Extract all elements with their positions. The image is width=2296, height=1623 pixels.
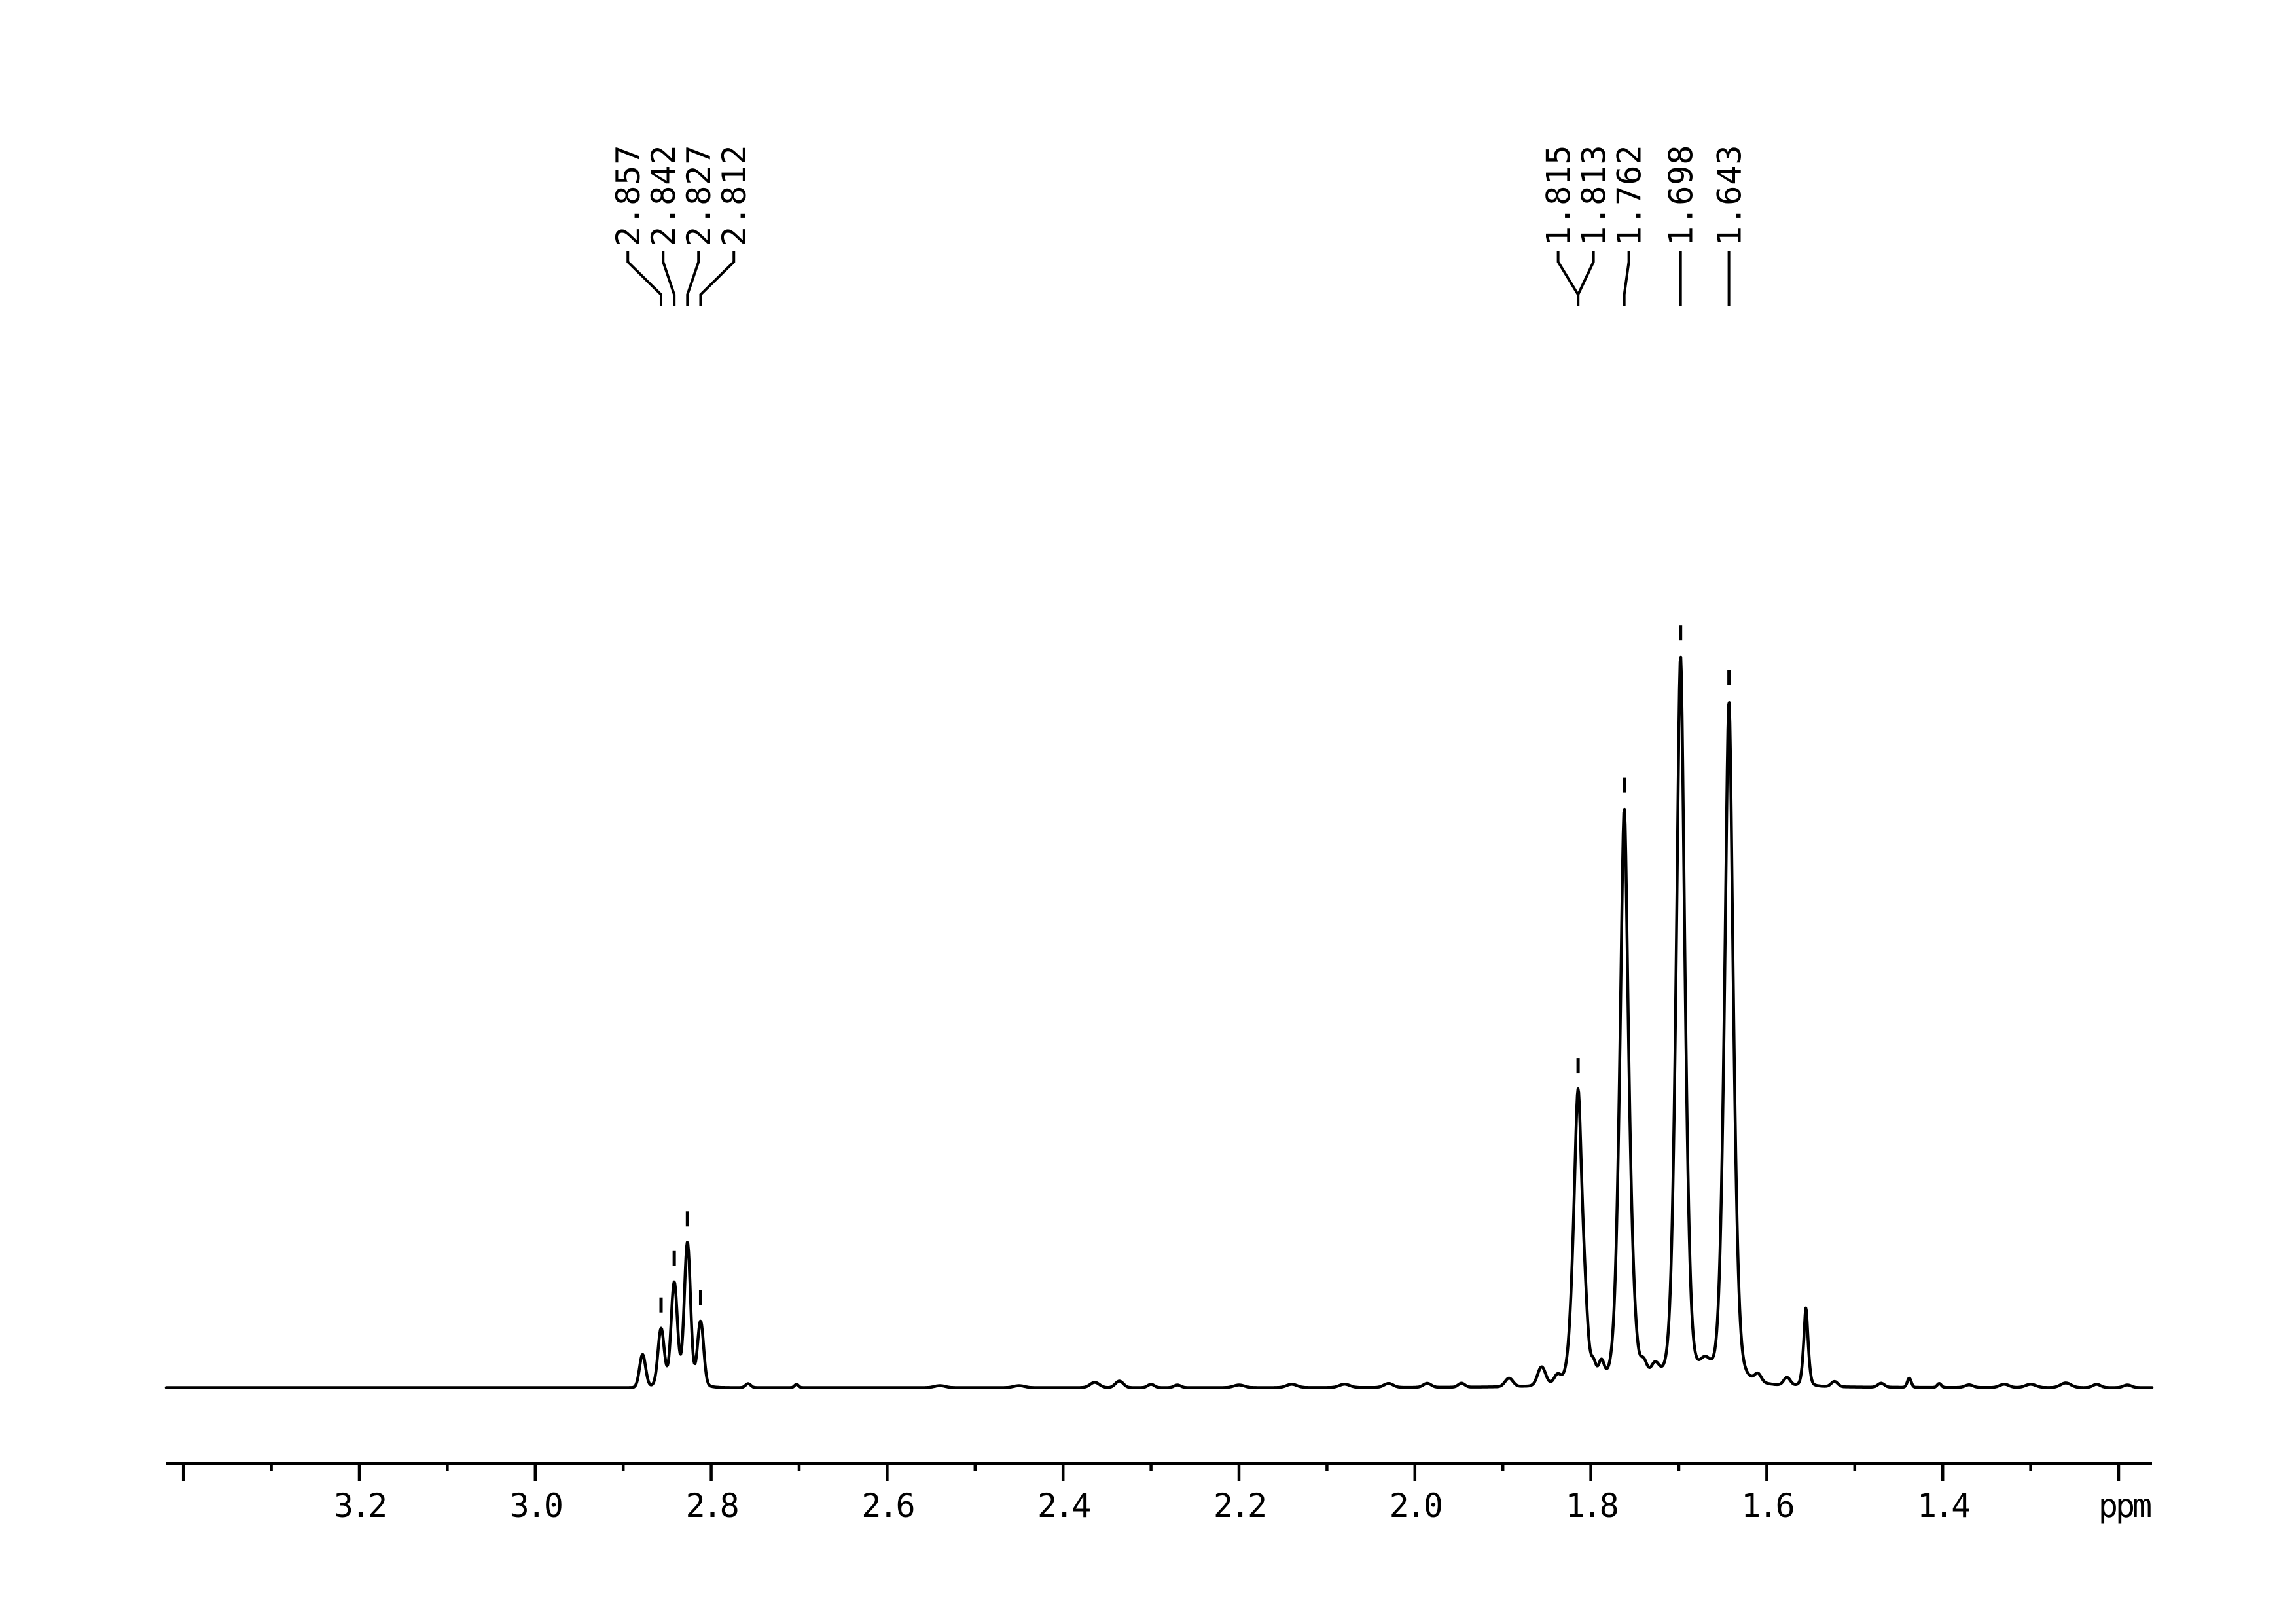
peak-apex-marks (659, 625, 1731, 1313)
peak-label: 2.857 (609, 144, 647, 246)
x-axis-tick-label: 1.4 (1917, 1487, 1969, 1525)
x-axis-tick-label: 2.8 (685, 1487, 737, 1525)
peak-leader-line (686, 251, 700, 306)
peak-label: 1.643 (1711, 144, 1749, 246)
x-axis: 3.2 3.0 2.8 2.6 2.4 2.2 2.0 1.8 1.6 1.4 ppm (166, 1462, 2153, 1525)
peak-label: 2.812 (715, 144, 753, 246)
peak-leader-line (699, 251, 736, 306)
x-axis-tick-label: 3.0 (510, 1487, 562, 1525)
peak-leader-line (1577, 251, 1595, 306)
x-axis-line (166, 1462, 2152, 1465)
peak-leader-line (626, 251, 662, 306)
x-axis-tick-label: 2.6 (861, 1487, 913, 1525)
spectrum-curve (164, 655, 2154, 1389)
peak-label: 1.762 (1611, 144, 1649, 246)
peak-leader-line (662, 251, 676, 306)
x-axis-tick-label: 1.6 (1741, 1487, 1793, 1525)
x-axis-tick-label: 2.0 (1390, 1487, 1441, 1525)
peak-leader-line (1556, 251, 1580, 306)
peak-label: 2.827 (680, 144, 718, 246)
peak-label: 1.813 (1575, 144, 1613, 246)
peak-leader-line (1623, 251, 1630, 306)
x-axis-tick-label: 3.2 (334, 1487, 385, 1525)
ppm-unit-label: ppm (2098, 1487, 2151, 1525)
peak-label: 1.698 (1662, 144, 1700, 246)
peak-label: 2.842 (645, 144, 683, 246)
peak-label: 1.815 (1540, 144, 1578, 246)
x-axis-tick-label: 1.8 (1565, 1487, 1617, 1525)
x-axis-tick-label: 2.2 (1213, 1487, 1265, 1525)
x-axis-tick-label: 2.4 (1037, 1487, 1090, 1525)
